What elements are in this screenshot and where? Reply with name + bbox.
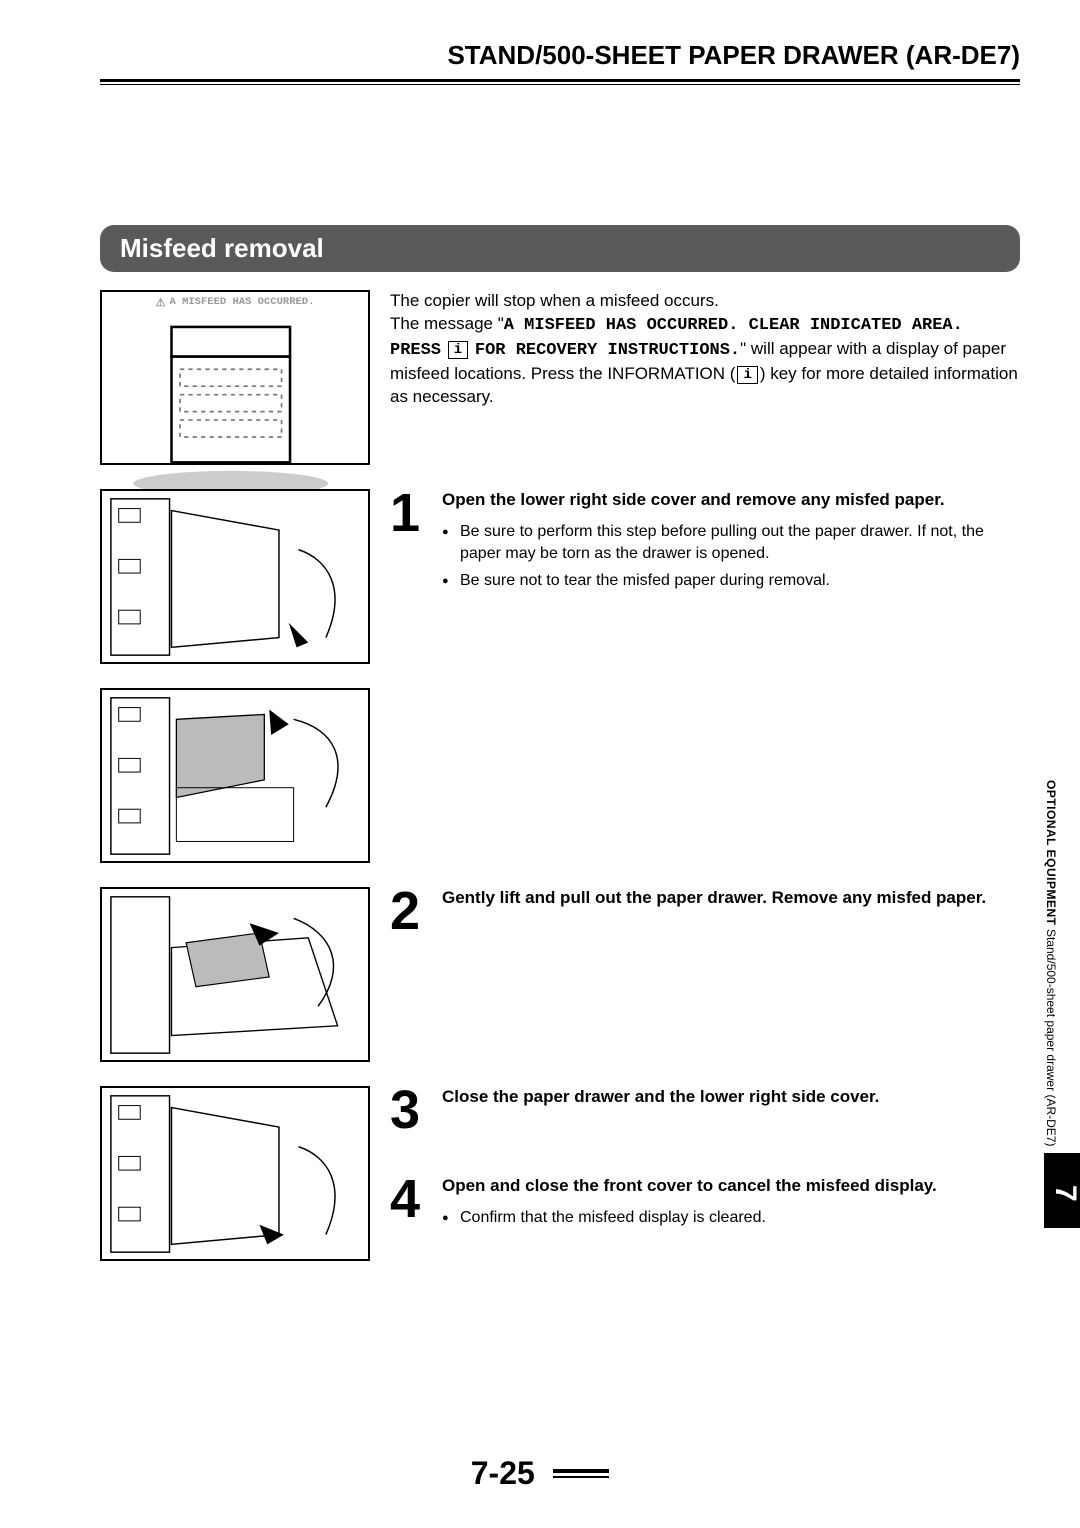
- step2-figure: [100, 887, 370, 1062]
- display-panel-figure: A MISFEED HAS OCCURRED. CLEAR INDICATED …: [100, 290, 370, 465]
- step-1: 1 Open the lower right side cover and re…: [100, 489, 1020, 664]
- step1-figure-a: [100, 489, 370, 664]
- step-2: 2 Gently lift and pull out the paper dra…: [100, 887, 1020, 1062]
- step3-figure: [100, 1086, 370, 1261]
- info-icon: i: [448, 341, 468, 359]
- header-rule: [100, 84, 1020, 85]
- sidebar-line1: OPTIONAL EQUIPMENT: [1044, 780, 1058, 929]
- section-banner: Misfeed removal: [100, 225, 1020, 272]
- step1-figure-b: [100, 688, 370, 863]
- step-3: 3 Close the paper drawer and the lower r…: [100, 1086, 1020, 1261]
- intro-row: A MISFEED HAS OCCURRED. CLEAR INDICATED …: [100, 290, 1020, 465]
- step-number: 3: [390, 1086, 434, 1135]
- intro-text: The copier will stop when a misfeed occu…: [390, 290, 1020, 465]
- bullet-item: Confirm that the misfeed display is clea…: [442, 1207, 1020, 1229]
- page-number: 7-25: [471, 1455, 535, 1492]
- step-title: Gently lift and pull out the paper drawe…: [442, 887, 1020, 909]
- step-title: Open and close the front cover to cancel…: [442, 1175, 1020, 1197]
- chapter-box: CHAPTER 7: [1044, 1153, 1080, 1228]
- step-number: 2: [390, 887, 434, 1062]
- sidebar-line2: Stand/500-sheet paper drawer (AR-DE7): [1044, 929, 1058, 1152]
- step-bullets: Be sure to perform this step before pull…: [442, 521, 1020, 592]
- panel-top-text: A MISFEED HAS OCCURRED.: [156, 296, 315, 310]
- step-1-extra-figure-row: [100, 688, 1020, 863]
- content-area: A MISFEED HAS OCCURRED. CLEAR INDICATED …: [100, 290, 1020, 1261]
- step-title: Close the paper drawer and the lower rig…: [442, 1086, 1020, 1108]
- page-header-title: STAND/500-SHEET PAPER DRAWER (AR-DE7): [100, 40, 1020, 82]
- panel-copier-illustration: [108, 310, 362, 511]
- page-footer: 7-25: [0, 1455, 1080, 1492]
- chapter-number: 7: [1048, 1163, 1080, 1224]
- info-icon: i: [737, 366, 757, 384]
- bullet-item: Be sure to perform this step before pull…: [442, 521, 1020, 564]
- footer-rule-icon: [553, 1469, 609, 1478]
- step-title: Open the lower right side cover and remo…: [442, 489, 1020, 511]
- bullet-item: Be sure not to tear the misfed paper dur…: [442, 570, 1020, 592]
- step-number: 4: [390, 1175, 434, 1235]
- step-bullets: Confirm that the misfeed display is clea…: [442, 1207, 1020, 1229]
- chapter-side-tab: OPTIONAL EQUIPMENT Stand/500-sheet paper…: [1044, 780, 1080, 1228]
- step-number: 1: [390, 489, 434, 664]
